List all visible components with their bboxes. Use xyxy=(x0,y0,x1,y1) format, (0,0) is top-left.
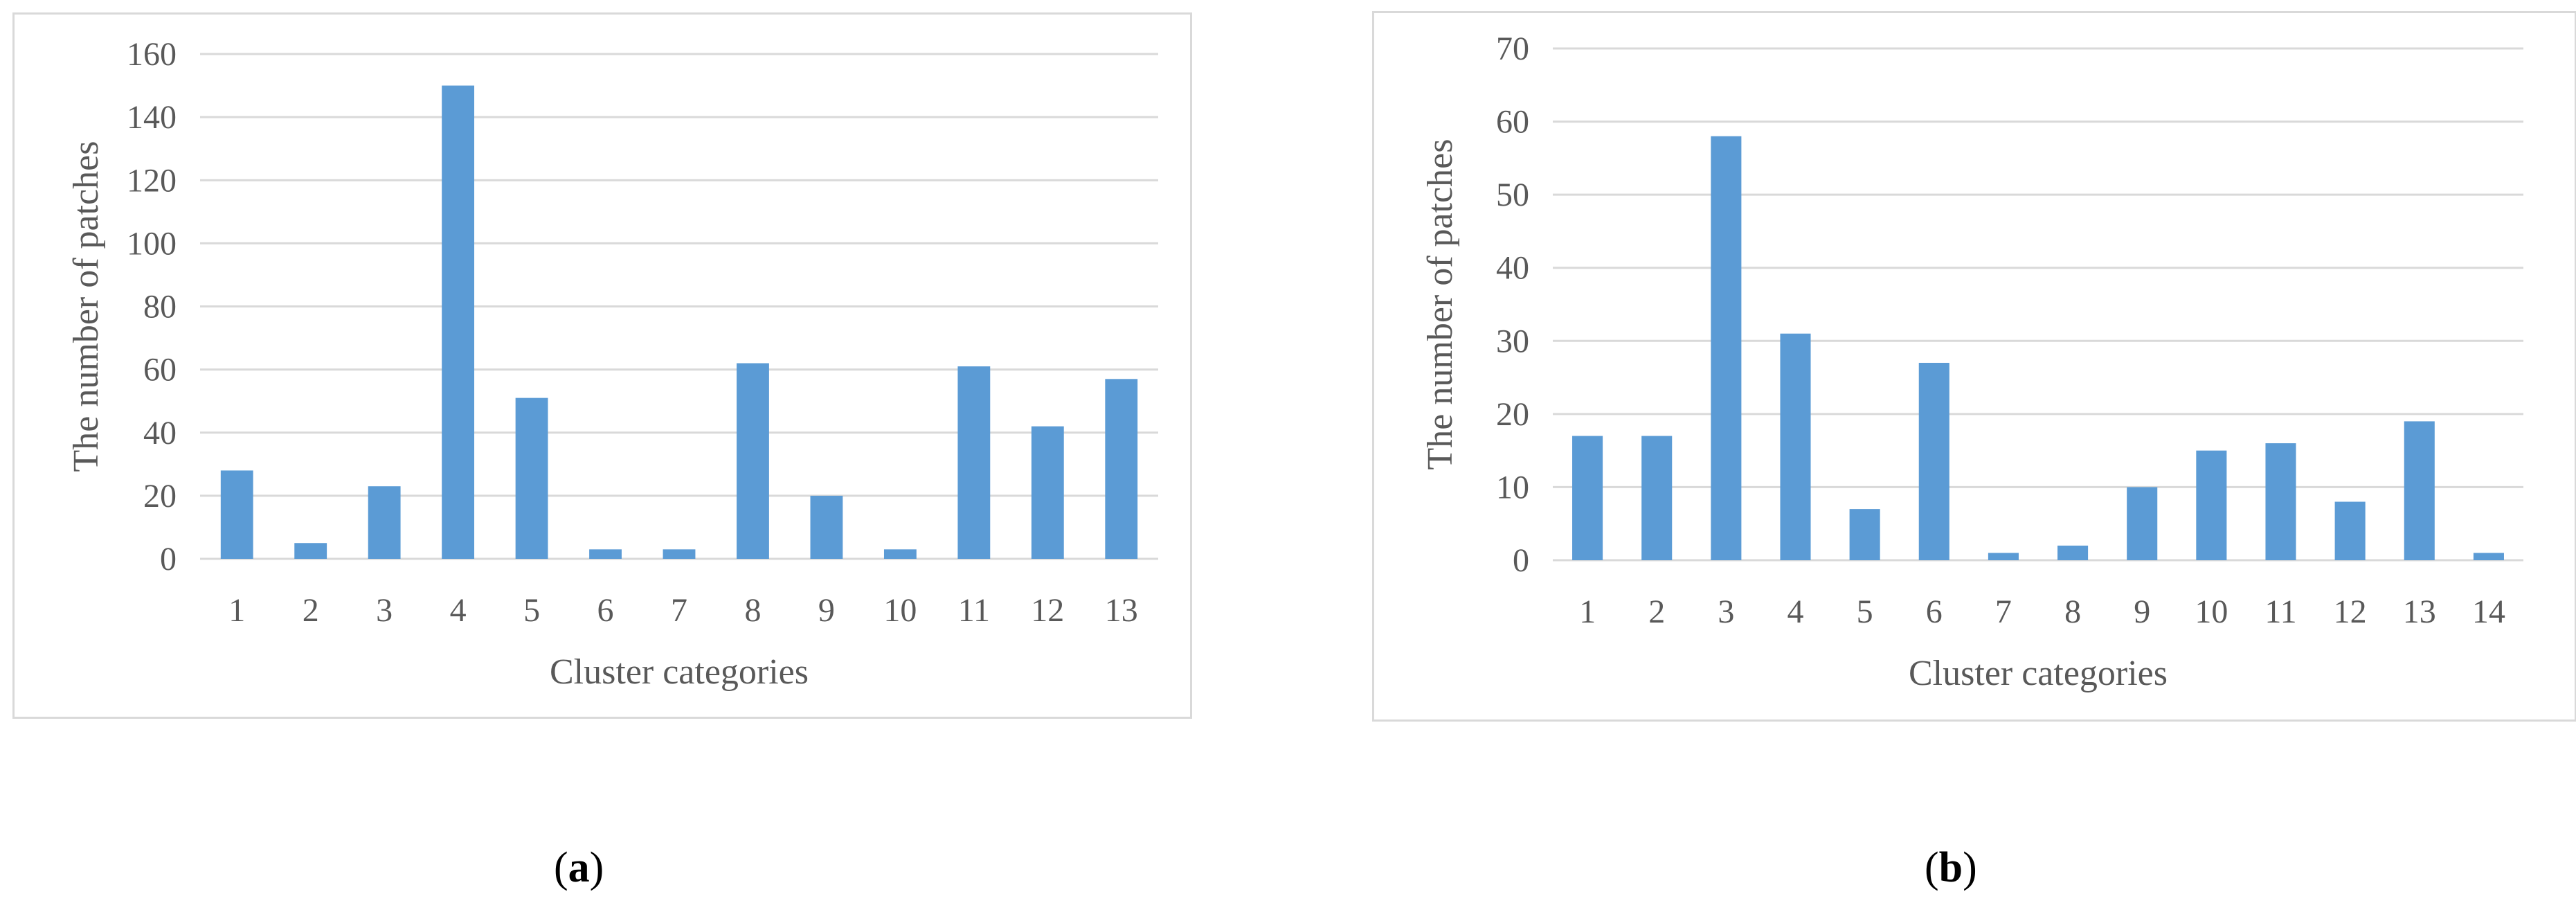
chart-b-bar-10 xyxy=(2196,450,2227,560)
chart-b-bar-1 xyxy=(1572,436,1603,560)
chart-a-x-axis-title: Cluster categories xyxy=(550,652,809,692)
chart-a-bar-9 xyxy=(810,495,843,559)
chart-b-ytick-label: 40 xyxy=(1496,250,1529,287)
chart-a-bar-2 xyxy=(294,543,327,559)
chart-b-ytick-label: 60 xyxy=(1496,104,1529,141)
chart-b-ytick-label: 20 xyxy=(1496,396,1529,433)
chart-b-xtick-label: 10 xyxy=(2195,593,2228,630)
caption-b: (b) xyxy=(1925,844,1977,891)
chart-b-ytick-label: 0 xyxy=(1513,542,1529,579)
chart-a-ytick-label: 60 xyxy=(143,352,177,388)
caption-a: (a) xyxy=(554,844,604,891)
chart-a-xtick-label: 7 xyxy=(671,592,687,629)
chart-b-xtick-label: 11 xyxy=(2264,593,2296,630)
chart-b-bar-13 xyxy=(2404,421,2435,560)
chart-a: 0 20 40 60 80 100 120 140 160 1 2 3 4 5 6 7 8 9 10 11 12 13 Cl… xyxy=(12,12,1192,719)
chart-a-xtick-label: 4 xyxy=(450,592,467,629)
chart-b-bar-4 xyxy=(1780,333,1811,560)
chart-b-xtick-label: 8 xyxy=(2064,593,2081,630)
chart-a-xtick-label: 12 xyxy=(1031,592,1064,629)
chart-a-ytick-label: 100 xyxy=(127,225,177,262)
chart-b-y-axis-title: The number of patches xyxy=(1421,139,1460,470)
chart-b-xtick-label: 12 xyxy=(2334,593,2367,630)
chart-b-xtick-label: 6 xyxy=(1926,593,1943,630)
chart-a-xtick-label: 6 xyxy=(597,592,614,629)
chart-a-ytick-label: 160 xyxy=(127,36,177,73)
chart-a-bar-11 xyxy=(957,366,991,559)
chart-a-xtick-label: 1 xyxy=(228,592,245,629)
chart-b-xtick-label: 14 xyxy=(2472,593,2505,630)
chart-a-bar-8 xyxy=(737,363,769,559)
chart-b-bar-5 xyxy=(1849,509,1880,560)
chart-b-bar-8 xyxy=(2057,545,2089,560)
chart-b-ytick-label: 30 xyxy=(1496,323,1529,359)
caption-a-label: a xyxy=(568,844,590,891)
chart-a-bar-3 xyxy=(368,486,401,559)
chart-a-ytick-label: 80 xyxy=(143,289,177,325)
chart-b-xtick-label: 4 xyxy=(1787,593,1804,630)
chart-a-xtick-label: 8 xyxy=(744,592,761,629)
chart-a-xtick-label: 2 xyxy=(303,592,319,629)
chart-b: 0 10 20 30 40 50 60 70 1 2 3 4 5 6 7 8 9 10 11 12 13 14 Cluste… xyxy=(1372,11,2576,722)
chart-a-y-axis-title: The number of patches xyxy=(66,141,106,472)
chart-a-bar-5 xyxy=(515,397,548,559)
chart-b-bar-2 xyxy=(1641,436,1673,560)
chart-b-bar-7 xyxy=(1988,553,2019,560)
chart-b-xtick-label: 13 xyxy=(2403,593,2436,630)
chart-a-xtick-label: 11 xyxy=(958,592,990,629)
chart-b-xtick-label: 7 xyxy=(1995,593,2012,630)
chart-a-bar-6 xyxy=(589,549,622,559)
chart-a-bar-1 xyxy=(220,470,253,559)
chart-a-xtick-label: 13 xyxy=(1105,592,1138,629)
chart-b-bar-9 xyxy=(2127,487,2158,560)
chart-a-ytick-label: 40 xyxy=(143,415,177,452)
chart-a-bar-7 xyxy=(663,549,696,559)
chart-a-xtick-label: 5 xyxy=(523,592,540,629)
chart-b-xtick-label: 1 xyxy=(1579,593,1596,630)
chart-a-ytick-label: 120 xyxy=(127,162,177,199)
chart-b-xtick-label: 3 xyxy=(1718,593,1734,630)
chart-b-ytick-label: 10 xyxy=(1496,469,1529,506)
chart-a-xtick-label: 9 xyxy=(818,592,835,629)
chart-b-bar-14 xyxy=(2473,553,2504,560)
chart-b-xtick-label: 9 xyxy=(2134,593,2150,630)
caption-b-label: b xyxy=(1938,844,1963,891)
chart-b-x-axis-title: Cluster categories xyxy=(1909,654,2168,693)
chart-a-bar-10 xyxy=(883,549,917,559)
chart-a-bar-13 xyxy=(1105,379,1138,559)
chart-b-ytick-label: 50 xyxy=(1496,177,1529,213)
chart-a-ytick-label: 0 xyxy=(160,541,177,578)
chart-a-ytick-label: 20 xyxy=(143,478,177,515)
chart-b-bar-3 xyxy=(1711,136,1742,560)
chart-a-xtick-label: 3 xyxy=(376,592,393,629)
chart-b-ytick-label: 70 xyxy=(1496,30,1529,67)
chart-a-bar-4 xyxy=(442,85,475,559)
chart-b-bar-11 xyxy=(2265,443,2296,560)
chart-a-ytick-label: 140 xyxy=(127,99,177,136)
chart-a-xtick-label: 10 xyxy=(883,592,917,629)
chart-b-bar-6 xyxy=(1918,362,1949,560)
chart-b-xtick-label: 2 xyxy=(1648,593,1665,630)
chart-b-bar-12 xyxy=(2334,501,2366,560)
chart-a-bar-12 xyxy=(1031,426,1064,559)
chart-b-xtick-label: 5 xyxy=(1857,593,1873,630)
